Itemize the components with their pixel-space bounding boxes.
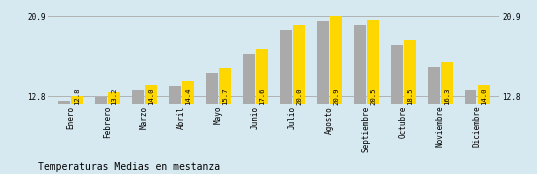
Text: 20.5: 20.5 bbox=[370, 87, 376, 105]
Bar bbox=[256, 49, 268, 106]
Bar bbox=[145, 85, 157, 106]
Text: 16.3: 16.3 bbox=[444, 87, 450, 105]
Text: Temperaturas Medias en mestanza: Temperaturas Medias en mestanza bbox=[38, 162, 220, 172]
Bar bbox=[108, 93, 120, 106]
Text: 18.5: 18.5 bbox=[407, 87, 413, 105]
Bar bbox=[478, 85, 490, 106]
Bar bbox=[441, 62, 453, 106]
Bar bbox=[354, 25, 366, 106]
Bar bbox=[280, 30, 292, 106]
Bar bbox=[367, 20, 379, 106]
Text: 14.0: 14.0 bbox=[481, 87, 487, 105]
Bar bbox=[182, 81, 194, 106]
Bar bbox=[132, 90, 144, 106]
Bar bbox=[95, 97, 107, 106]
Text: 12.8: 12.8 bbox=[74, 87, 80, 105]
Text: 13.2: 13.2 bbox=[111, 87, 117, 105]
Text: 17.6: 17.6 bbox=[259, 87, 265, 105]
Bar bbox=[219, 68, 231, 106]
Bar bbox=[169, 86, 180, 106]
Bar bbox=[206, 73, 217, 106]
Bar bbox=[465, 90, 476, 106]
Bar bbox=[427, 67, 439, 106]
Text: 15.7: 15.7 bbox=[222, 87, 228, 105]
Text: 14.4: 14.4 bbox=[185, 87, 191, 105]
Bar bbox=[293, 25, 305, 106]
Bar bbox=[243, 54, 255, 106]
Text: 20.9: 20.9 bbox=[333, 87, 339, 105]
Bar bbox=[404, 40, 416, 106]
Bar bbox=[391, 45, 403, 106]
Bar bbox=[330, 16, 342, 106]
Bar bbox=[58, 101, 70, 106]
Bar bbox=[71, 96, 83, 106]
Bar bbox=[317, 21, 329, 106]
Text: 14.0: 14.0 bbox=[148, 87, 154, 105]
Text: 20.0: 20.0 bbox=[296, 87, 302, 105]
